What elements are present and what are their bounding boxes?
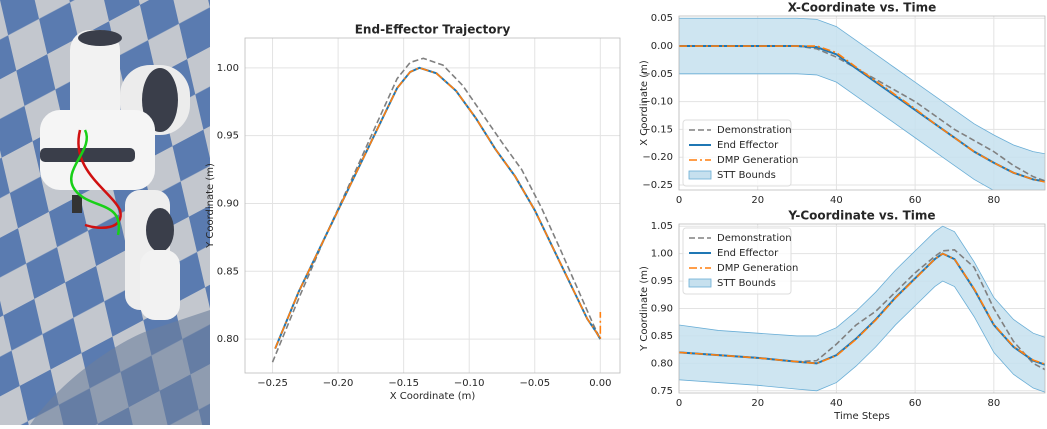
x-tick-label: 0.00 [589,378,611,389]
x-tick-label: 80 [987,195,1000,206]
chart: −0.25 −0.20 −0.15 −0.10 −0.05 0.00 0.80 0.85 0.9… [205,23,620,403]
y-tick-label: 0.90 [651,304,673,315]
chart: 0 20 40 60 80 0.75 0.80 0.85 0.90 0.95 1.00 1.05 Y-C… [639,209,1047,423]
x-tick-label: −0.15 [388,378,419,389]
legend-label: DMP Generation [717,155,798,166]
y-tick-label: 0.95 [651,276,673,287]
figure: −0.25 −0.20 −0.15 −0.10 −0.05 0.00 0.80 0.85 0.9… [0,0,1047,425]
x-tick-label: 0 [676,195,682,206]
x-tick-label: −0.05 [519,378,550,389]
y-tick-label: 0.90 [217,198,239,209]
x-tick-label: 0 [676,398,682,409]
x-axis-label: X Coordinate (m) [390,391,476,402]
legend-label: STT Bounds [717,170,776,181]
x-tick-label: −0.20 [323,378,354,389]
legend: Demonstration End Effector DMP Generation S… [683,120,798,186]
y-tick-label: 0.05 [651,13,673,24]
x-axis-label: Time Steps [833,411,890,422]
y-axis-label: Y Coordinate (m) [639,266,650,352]
x-tick-label: −0.10 [454,378,485,389]
x-tick-label: 80 [987,398,1000,409]
y-tick-label: −0.25 [642,180,673,191]
legend: Demonstration End Effector DMP Generation S… [683,228,798,294]
y-tick-label: 0.75 [651,386,673,397]
page: {"chart_data": [ {"type": "line", "title… [0,0,1047,429]
y-axis-label: Y Coordinate (m) [205,163,216,249]
y-tick-label: 0.95 [217,131,239,142]
x-tick-label: 40 [830,398,843,409]
chart-title: X-Coordinate vs. Time [788,1,937,15]
x-tick-label: −0.25 [257,378,288,389]
legend-label: DMP Generation [717,263,798,274]
legend-label: End Effector [717,248,779,259]
y-tick-label: 1.00 [217,63,239,74]
y-tick-label: 1.00 [651,249,673,260]
y-tick-label: 0.85 [217,266,239,277]
robot-image [0,0,210,425]
plot-area [245,38,620,373]
legend-label: STT Bounds [717,278,776,289]
x-tick-label: 60 [909,398,922,409]
y-axis-label: X Coordinate (m) [639,60,650,146]
x-tick-label: 20 [751,398,764,409]
y-tick-label: 0.80 [217,334,239,345]
chart-title: End-Effector Trajectory [355,23,511,37]
y-tick-label: 1.05 [651,221,673,232]
legend-swatch [689,279,711,287]
legend-label: End Effector [717,140,779,151]
x-tick-label: 60 [909,195,922,206]
legend-label: Demonstration [717,233,792,244]
y-tick-label: 0.80 [651,358,673,369]
legend-swatch [689,171,711,179]
y-tick-label: 0.00 [651,41,673,52]
y-tick-label: −0.20 [642,152,673,163]
x-tick-label: 40 [830,195,843,206]
chart-title: Y-Coordinate vs. Time [787,209,935,223]
x-tick-label: 20 [751,195,764,206]
legend-label: Demonstration [717,125,792,136]
y-tick-label: 0.85 [651,331,673,342]
